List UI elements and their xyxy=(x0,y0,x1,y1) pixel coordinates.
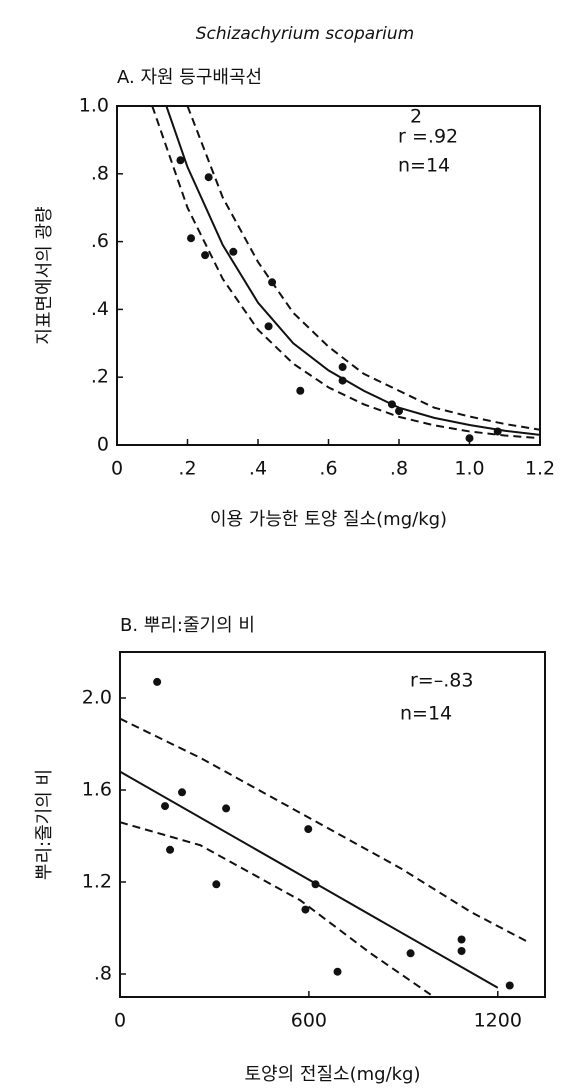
x-tick-label: 1.0 xyxy=(454,458,484,480)
confidence-line xyxy=(120,821,432,996)
data-point xyxy=(187,234,196,243)
x-tick-label: .8 xyxy=(390,458,408,480)
data-point xyxy=(222,804,231,813)
data-point xyxy=(212,880,221,889)
annotation: n=14 xyxy=(400,703,452,725)
y-tick-label: 0 xyxy=(97,434,109,456)
x-tick-label: 1200 xyxy=(474,1010,522,1032)
plot-frame xyxy=(119,651,546,998)
x-tick-label: 600 xyxy=(291,1010,327,1032)
annotation: n=14 xyxy=(398,155,450,177)
data-point xyxy=(465,434,474,443)
y-tick-label: .8 xyxy=(91,162,109,184)
y-tick-label: .4 xyxy=(91,298,109,320)
y-tick-label: 1.0 xyxy=(79,95,109,117)
x-axis-title: 이용 가능한 토양 질소(mg/kg) xyxy=(210,509,447,530)
x-tick-label: 0 xyxy=(111,458,123,480)
data-point xyxy=(178,788,187,797)
x-tick-label: 0 xyxy=(114,1010,126,1032)
panel-title: B. 뿌리:줄기의 비 xyxy=(120,615,255,636)
data-point xyxy=(505,981,514,990)
data-point xyxy=(338,363,347,372)
y-tick-label: 1.6 xyxy=(82,779,112,801)
y-tick-label: .2 xyxy=(91,366,109,388)
confidence-line xyxy=(186,106,540,431)
data-point xyxy=(176,156,185,165)
confidence-line xyxy=(151,106,540,440)
y-tick-label: .8 xyxy=(94,963,112,985)
annotation: r xyxy=(398,126,406,148)
annotation: =.92 xyxy=(412,126,458,148)
data-point xyxy=(304,825,313,834)
data-point xyxy=(333,967,342,976)
confidence-line xyxy=(120,717,529,943)
x-axis-title: 토양의 전질소(mg/kg) xyxy=(245,1064,421,1085)
data-point xyxy=(301,905,310,914)
y-tick-label: .6 xyxy=(91,230,109,252)
x-tick-label: .4 xyxy=(249,458,267,480)
y-tick-label: 2.0 xyxy=(82,687,112,709)
data-point xyxy=(161,802,170,811)
data-point xyxy=(457,947,466,955)
data-point xyxy=(166,845,175,854)
y-axis-title: 지표면에서의 광량 xyxy=(34,206,55,344)
annotation: r=–.83 xyxy=(410,670,473,692)
x-tick-label: .6 xyxy=(319,458,337,480)
fit-line xyxy=(165,106,540,436)
y-tick-label: 1.2 xyxy=(82,871,112,893)
data-point xyxy=(204,173,213,182)
data-point xyxy=(229,247,238,256)
panel-title: A. 자원 등구배곡선 xyxy=(117,67,262,88)
data-point xyxy=(296,386,305,395)
x-tick-label: .2 xyxy=(178,458,196,480)
data-point xyxy=(457,935,466,944)
data-point xyxy=(264,322,273,331)
data-point xyxy=(201,251,210,260)
annotation-sup: 2 xyxy=(410,106,422,128)
x-tick-label: 1.2 xyxy=(525,458,555,480)
figure-title: Schizachyrium scoparium xyxy=(196,24,414,44)
fit-line xyxy=(120,770,499,989)
data-point xyxy=(153,677,162,686)
data-point xyxy=(406,949,415,958)
y-axis-title: 뿌리:줄기의 비 xyxy=(34,769,55,880)
